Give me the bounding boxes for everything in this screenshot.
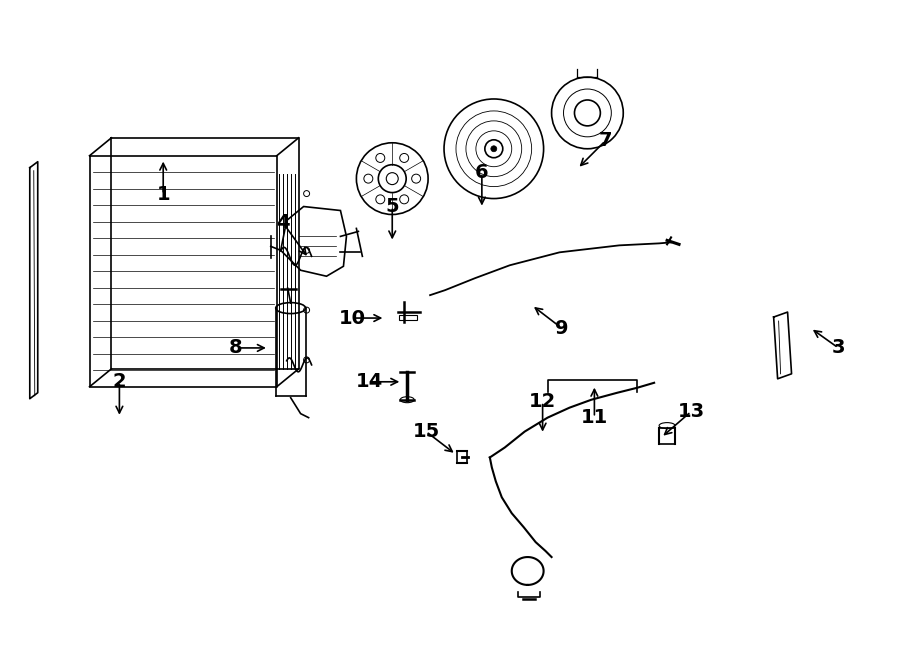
Text: 12: 12 [529,392,556,411]
Text: 14: 14 [356,372,383,391]
Text: 15: 15 [412,422,440,441]
Text: 13: 13 [678,402,705,421]
Text: 6: 6 [475,163,489,182]
Text: 9: 9 [554,319,568,338]
Text: 4: 4 [276,213,290,232]
Text: 3: 3 [832,338,845,358]
Text: 8: 8 [230,338,243,358]
Text: 1: 1 [157,185,170,204]
Text: 5: 5 [385,197,399,216]
Text: 7: 7 [598,132,612,150]
Circle shape [491,146,497,152]
Text: 11: 11 [580,408,608,427]
Text: 10: 10 [339,309,366,328]
Text: 2: 2 [112,372,126,391]
